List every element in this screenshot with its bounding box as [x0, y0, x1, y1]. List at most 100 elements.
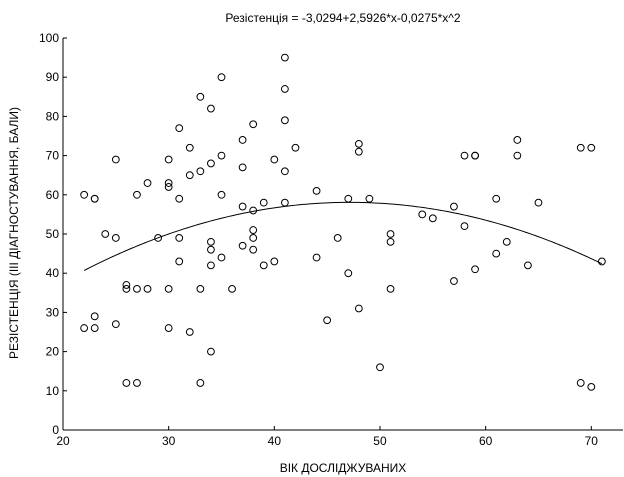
- data-point: [164, 284, 173, 293]
- data-point: [344, 194, 353, 203]
- data-point: [386, 230, 395, 238]
- chart-title: Резістенція = -3,0294+2,5926*x-0,0275*x^…: [225, 11, 461, 25]
- data-point: [333, 234, 342, 242]
- data-point: [386, 284, 395, 293]
- data-point: [133, 190, 141, 199]
- data-point: [492, 249, 501, 258]
- data-point: [450, 277, 458, 285]
- data-point: [502, 237, 511, 246]
- data-point: [354, 304, 363, 313]
- data-point: [280, 53, 289, 62]
- data-point: [597, 257, 606, 266]
- y-tick-label: 100: [39, 31, 59, 45]
- data-point: [280, 198, 289, 207]
- data-point: [207, 237, 215, 246]
- data-point: [238, 202, 247, 211]
- data-point: [90, 312, 99, 321]
- data-point: [323, 316, 332, 325]
- data-point: [587, 382, 596, 391]
- data-point: [143, 284, 152, 293]
- y-tick-label: 60: [46, 188, 60, 202]
- data-point: [312, 186, 321, 195]
- data-point: [238, 163, 247, 172]
- x-tick-label: 40: [268, 434, 282, 448]
- data-point: [492, 194, 501, 203]
- data-point: [270, 257, 279, 266]
- data-point: [185, 143, 194, 152]
- data-point: [238, 241, 247, 250]
- data-point: [249, 226, 258, 234]
- data-point: [354, 139, 363, 148]
- data-point: [175, 124, 184, 133]
- data-point: [344, 269, 353, 278]
- data-point: [143, 179, 152, 187]
- data-point: [249, 120, 258, 129]
- data-points: [80, 53, 606, 391]
- data-point: [111, 320, 120, 329]
- data-point: [587, 143, 596, 152]
- data-point: [90, 194, 99, 203]
- data-point: [217, 190, 226, 199]
- x-tick-label: 70: [585, 434, 599, 448]
- data-point: [101, 230, 110, 238]
- data-point: [280, 167, 289, 176]
- data-point: [196, 92, 205, 101]
- axes: 0 10 20 30 40 50 60 70 80 90 100 20 30 40 50 60 70: [39, 31, 623, 448]
- data-point: [80, 190, 89, 199]
- data-point: [122, 284, 131, 293]
- data-point: [428, 214, 437, 223]
- x-tick-label: 50: [373, 434, 387, 448]
- x-tick-label: 20: [56, 434, 70, 448]
- data-point: [259, 261, 268, 270]
- data-point: [154, 234, 162, 242]
- regression-curve: [83, 201, 603, 271]
- data-point: [365, 194, 374, 203]
- data-point: [164, 155, 173, 164]
- data-point: [513, 151, 522, 160]
- data-point: [207, 159, 215, 168]
- data-point: [90, 324, 99, 332]
- x-tick-label: 60: [479, 434, 493, 448]
- data-point: [228, 284, 236, 293]
- data-point: [175, 234, 184, 242]
- data-point: [354, 147, 363, 156]
- data-point: [513, 136, 522, 144]
- data-point: [196, 167, 205, 176]
- x-axis-title: ВІК ДОСЛІДЖУВАНИХ: [280, 461, 407, 475]
- data-point: [111, 234, 120, 242]
- data-point: [471, 265, 479, 274]
- data-point: [217, 151, 226, 160]
- data-point: [280, 85, 289, 93]
- data-point: [164, 324, 173, 332]
- data-point: [450, 202, 458, 211]
- data-point: [259, 198, 268, 207]
- data-point: [175, 257, 184, 266]
- data-point: [111, 155, 120, 164]
- data-point: [280, 116, 289, 125]
- data-point: [291, 143, 300, 152]
- data-point: [471, 151, 479, 160]
- data-point: [460, 222, 469, 231]
- data-point: [133, 379, 141, 387]
- data-point: [418, 210, 427, 219]
- data-point: [207, 347, 215, 356]
- data-point: [270, 155, 279, 164]
- data-point: [207, 261, 215, 270]
- data-point: [576, 379, 585, 387]
- data-point: [249, 234, 258, 242]
- data-point: [175, 194, 184, 203]
- data-point: [133, 284, 141, 293]
- y-tick-label: 80: [46, 109, 60, 123]
- y-tick-label: 0: [52, 423, 59, 437]
- data-point: [524, 261, 532, 270]
- data-point: [249, 206, 258, 215]
- data-point: [207, 104, 215, 113]
- data-point: [196, 284, 205, 293]
- data-point: [185, 328, 194, 336]
- data-point: [164, 183, 173, 191]
- data-point: [312, 253, 321, 262]
- y-tick-label: 10: [46, 384, 60, 398]
- y-tick-label: 40: [46, 266, 60, 280]
- data-point: [249, 245, 258, 254]
